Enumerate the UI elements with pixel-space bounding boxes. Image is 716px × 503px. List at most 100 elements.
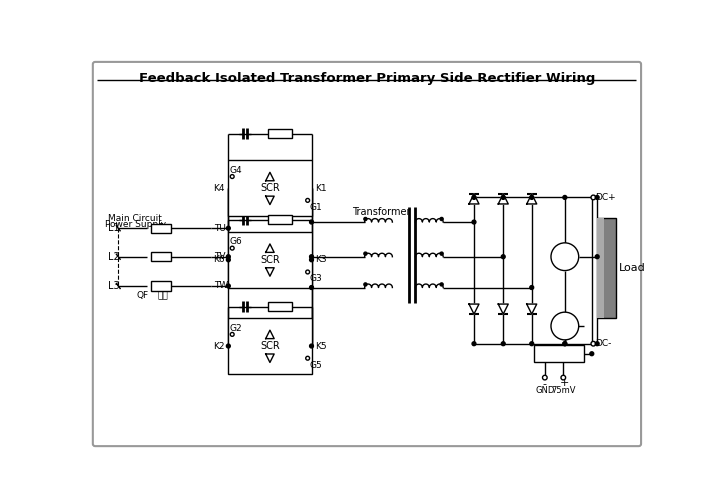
Bar — [268, 129, 292, 138]
Text: Transformer: Transformer — [352, 207, 410, 217]
Circle shape — [591, 342, 596, 346]
Circle shape — [551, 312, 579, 340]
Circle shape — [226, 284, 231, 288]
Text: DC+: DC+ — [595, 193, 616, 202]
Circle shape — [472, 220, 476, 224]
Polygon shape — [266, 173, 274, 181]
Polygon shape — [266, 244, 274, 253]
Text: TU: TU — [215, 224, 226, 233]
Circle shape — [591, 195, 596, 200]
Circle shape — [561, 375, 566, 380]
Circle shape — [472, 196, 476, 199]
Text: F: F — [158, 252, 163, 262]
Text: DC-: DC- — [595, 339, 611, 348]
Polygon shape — [527, 304, 537, 314]
Bar — [150, 224, 170, 233]
Circle shape — [364, 252, 367, 255]
Circle shape — [309, 258, 314, 262]
Text: SCR: SCR — [260, 341, 280, 351]
Text: F: F — [158, 223, 163, 233]
Text: TV: TV — [215, 252, 226, 261]
Circle shape — [530, 196, 533, 199]
Circle shape — [306, 356, 309, 360]
Polygon shape — [266, 354, 274, 363]
Polygon shape — [266, 330, 274, 339]
Bar — [268, 302, 292, 311]
Text: K5: K5 — [315, 342, 327, 351]
Text: F: F — [158, 281, 163, 291]
Text: G5: G5 — [310, 361, 323, 370]
Circle shape — [231, 246, 234, 250]
Text: +: + — [559, 378, 569, 388]
Text: A: A — [561, 319, 569, 332]
Circle shape — [595, 196, 599, 199]
Circle shape — [551, 243, 579, 271]
Circle shape — [226, 258, 231, 262]
Circle shape — [364, 217, 367, 220]
Text: K2: K2 — [213, 342, 225, 351]
Bar — [228, 160, 311, 216]
Text: G6: G6 — [230, 237, 243, 246]
Circle shape — [472, 342, 476, 346]
Text: L3: L3 — [108, 281, 120, 291]
Text: G4: G4 — [230, 166, 243, 175]
Text: 75mV: 75mV — [551, 386, 576, 395]
Circle shape — [226, 255, 231, 259]
Text: K3: K3 — [315, 256, 327, 264]
Circle shape — [501, 255, 505, 259]
Text: -: - — [542, 380, 546, 389]
Circle shape — [440, 252, 443, 255]
Bar — [268, 215, 292, 224]
Circle shape — [309, 255, 314, 259]
Circle shape — [501, 342, 505, 346]
Text: SCR: SCR — [260, 183, 280, 193]
Circle shape — [590, 352, 594, 356]
Polygon shape — [498, 304, 508, 314]
Circle shape — [530, 286, 533, 289]
Text: Main Circuit: Main Circuit — [108, 214, 162, 223]
Circle shape — [440, 217, 443, 220]
Text: V: V — [561, 250, 569, 263]
Text: GND: GND — [535, 386, 554, 395]
Circle shape — [595, 342, 599, 346]
Bar — [150, 252, 170, 262]
Bar — [534, 345, 584, 362]
Text: K6: K6 — [213, 256, 225, 264]
Circle shape — [563, 196, 567, 199]
Text: Spliter: Spliter — [542, 349, 576, 359]
Circle shape — [226, 226, 231, 230]
Circle shape — [231, 175, 234, 179]
Circle shape — [364, 283, 367, 286]
Circle shape — [309, 344, 314, 348]
Circle shape — [543, 375, 547, 380]
Circle shape — [440, 283, 443, 286]
Polygon shape — [266, 196, 274, 205]
Bar — [228, 318, 311, 374]
Text: G2: G2 — [230, 324, 243, 332]
Text: Power Supply: Power Supply — [105, 220, 165, 229]
Text: QF: QF — [136, 291, 148, 300]
Circle shape — [595, 255, 599, 259]
Polygon shape — [527, 194, 537, 204]
Bar — [597, 218, 616, 318]
Text: K4: K4 — [213, 184, 225, 193]
Bar — [150, 281, 170, 291]
Text: Feedback Isolated Transformer Primary Side Rectifier Wiring: Feedback Isolated Transformer Primary Si… — [139, 72, 595, 85]
Text: K1: K1 — [315, 184, 327, 193]
Polygon shape — [498, 194, 508, 204]
Text: TW: TW — [215, 282, 228, 290]
Text: SCR: SCR — [260, 255, 280, 265]
Bar — [597, 218, 604, 318]
Text: L1: L1 — [108, 223, 120, 233]
Text: Load: Load — [619, 263, 646, 273]
Polygon shape — [469, 304, 479, 314]
Circle shape — [309, 220, 314, 224]
Circle shape — [563, 342, 567, 346]
Text: G3: G3 — [310, 275, 323, 283]
Circle shape — [231, 332, 234, 337]
Circle shape — [306, 270, 309, 274]
Polygon shape — [266, 268, 274, 276]
Text: G1: G1 — [310, 203, 323, 212]
Circle shape — [226, 344, 231, 348]
Text: L2: L2 — [108, 252, 120, 262]
